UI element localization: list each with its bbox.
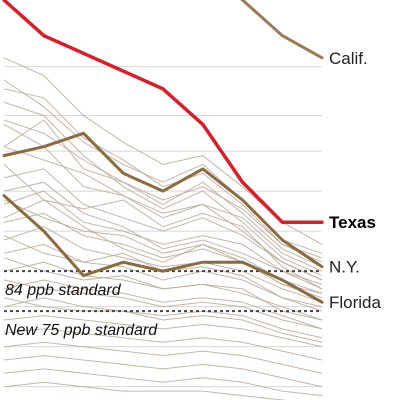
background-series-line-0 xyxy=(3,119,323,263)
background-series-line-3 xyxy=(3,190,323,290)
background-series-line-24 xyxy=(3,257,323,321)
background-series-line-9 xyxy=(3,297,323,339)
background-series-line-29 xyxy=(3,199,323,294)
background-series-line-14 xyxy=(3,368,323,397)
background-series-line-13 xyxy=(3,355,323,388)
background-series-line-2 xyxy=(3,168,323,281)
series-line-texas xyxy=(2,0,324,224)
background-series-line-25 xyxy=(3,279,323,330)
background-series-line-28 xyxy=(3,88,323,259)
background-series-line-22 xyxy=(3,146,323,281)
background-series xyxy=(3,57,323,400)
background-series-line-16 xyxy=(3,101,323,277)
reference-lines: 84 ppb standard New 75 ppb standard xyxy=(4,270,322,339)
background-series-line-1 xyxy=(3,123,323,272)
background-series-line-11 xyxy=(3,328,323,361)
series-label-florida: Florida xyxy=(329,293,382,312)
series-label-ny: N.Y. xyxy=(329,258,360,277)
series-line-florida xyxy=(2,194,324,304)
background-series-line-26 xyxy=(3,297,323,343)
series-label-texas: Texas xyxy=(329,213,376,232)
background-series-line-15 xyxy=(3,381,287,400)
background-series-line-6 xyxy=(3,243,323,312)
background-series-line-19 xyxy=(3,164,323,290)
series-line-ny xyxy=(2,131,324,269)
reference-label-84ppb: 84 ppb standard xyxy=(5,282,122,299)
highlighted-series xyxy=(2,0,324,304)
background-series-line-10 xyxy=(3,315,323,348)
series-line-calif xyxy=(240,0,324,60)
background-series-line-5 xyxy=(3,226,323,303)
background-series-line-20 xyxy=(3,181,323,285)
series-label-calif: Calif. xyxy=(329,49,368,68)
reference-label-75ppb: New 75 ppb standard xyxy=(5,322,158,339)
background-series-line-12 xyxy=(3,341,323,374)
series-labels: Calif. Texas N.Y. Florida xyxy=(329,49,382,312)
